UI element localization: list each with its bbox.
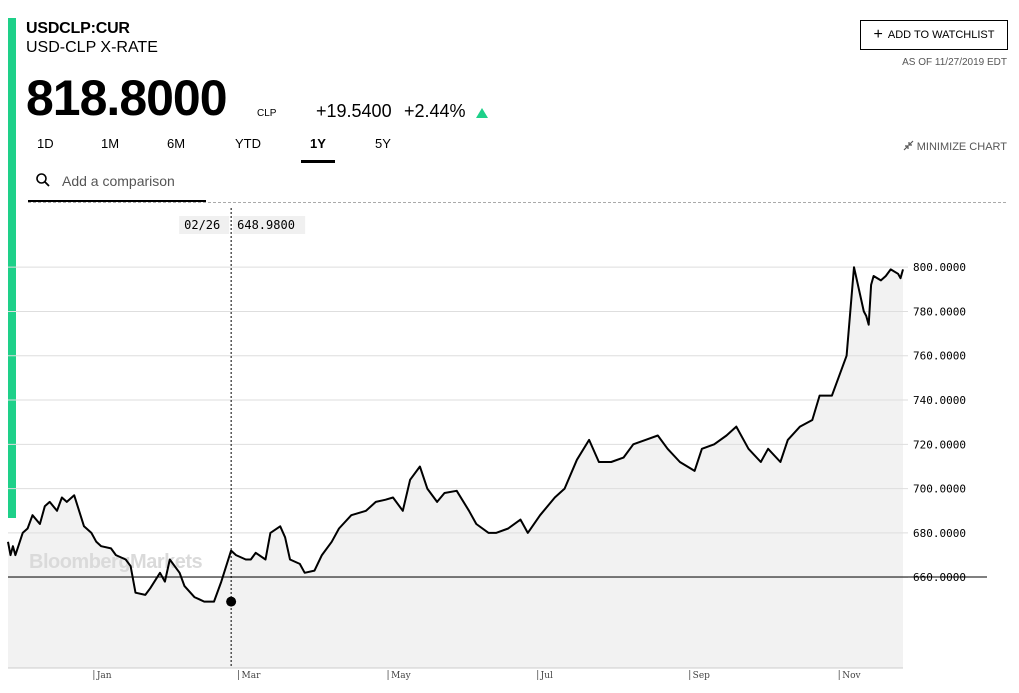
last-price: 818.8000 [26, 70, 228, 126]
add-to-watchlist-label: ADD TO WATCHLIST [887, 29, 995, 41]
ticker-symbol: USDCLP:CUR [26, 20, 130, 37]
minimize-chart-label: MINIMIZE CHART [916, 141, 1007, 153]
as-of-timestamp: AS OF 11/27/2019 EDT [902, 57, 1007, 68]
y-tick-label: 700.0000 [913, 483, 966, 496]
tab-1y[interactable]: 1Y [301, 136, 335, 163]
y-tick-label: 680.0000 [913, 527, 966, 540]
accent-bar [8, 18, 16, 518]
price-change-percent: +2.44% [404, 101, 466, 121]
currency-label: CLP [257, 108, 277, 119]
minimize-chart-button[interactable]: MINIMIZE CHART [903, 140, 1007, 153]
x-tick-label: Jan [96, 671, 112, 681]
tab-1m[interactable]: 1M [101, 136, 120, 151]
bloomberg-watermark: BloombergMarkets [29, 551, 203, 573]
minimize-icon [903, 140, 914, 151]
y-tick-label: 780.0000 [913, 305, 966, 318]
x-tick-label: May [391, 671, 412, 681]
price-area [8, 267, 903, 668]
x-tick-label: Sep [693, 671, 710, 681]
plus-icon: + [873, 26, 883, 43]
y-tick-label: 720.0000 [913, 438, 966, 451]
comparison-bar [28, 168, 1006, 203]
x-tick-label: Nov [842, 671, 861, 681]
tooltip-date: 02/26 [184, 218, 220, 232]
price-chart[interactable]: 660.0000 680.0000 700.0000 720.0000 740.0000… [0, 204, 1019, 693]
y-tick-label: 760.0000 [913, 350, 966, 363]
comparison-input[interactable] [60, 172, 204, 190]
comparison-search [28, 168, 206, 202]
up-arrow-icon [476, 108, 488, 118]
tab-ytd[interactable]: YTD [235, 136, 261, 151]
instrument-name: USD-CLP X-RATE [26, 39, 158, 56]
tooltip-value-box [233, 216, 306, 234]
tooltip-date-box [179, 216, 230, 234]
crosshair-point [226, 596, 237, 607]
y-tick-label: 800.0000 [913, 261, 966, 274]
tooltip-value: 648.9800 [237, 218, 295, 232]
tab-5y[interactable]: 5Y [375, 136, 391, 151]
search-icon [36, 173, 50, 187]
add-to-watchlist-button[interactable]: + ADD TO WATCHLIST [860, 20, 1008, 50]
y-tick-label: 740.0000 [913, 394, 966, 407]
y-tick-label: 660.0000 [913, 571, 966, 584]
tab-1d[interactable]: 1D [37, 136, 54, 151]
price-line [7, 266, 904, 603]
x-tick-label: Jul [540, 671, 553, 681]
tab-6m[interactable]: 6M [167, 136, 186, 151]
x-tick-label: Mar [241, 671, 261, 681]
price-change: +19.5400 [316, 101, 392, 121]
